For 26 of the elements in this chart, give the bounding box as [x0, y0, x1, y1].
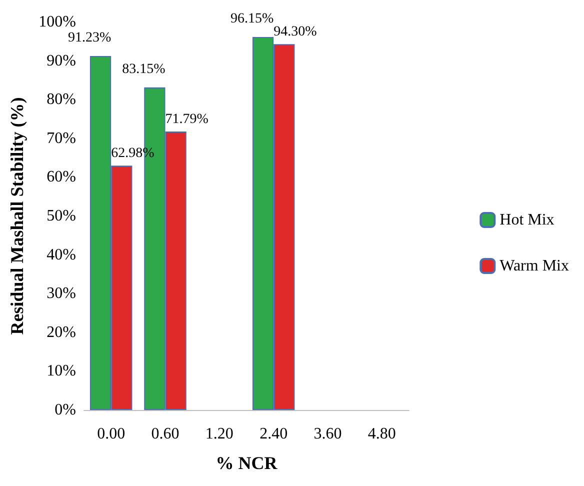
y-tick-label: 40%: [46, 246, 76, 264]
y-tick-label: 100%: [38, 14, 76, 30]
y-tick-label: 70%: [46, 130, 76, 147]
data-label: 71.79%: [165, 112, 209, 127]
legend-label: Warm Mix: [500, 258, 570, 274]
x-tick-label: 4.80: [368, 426, 396, 442]
x-tick-label: 3.60: [314, 426, 342, 442]
legend-label: Hot Mix: [500, 212, 554, 228]
x-tick-label: 0.00: [97, 426, 126, 442]
y-tick-label: 30%: [46, 285, 76, 302]
x-tick-label: 0.60: [151, 426, 180, 442]
data-label: 94.30%: [274, 24, 318, 40]
x-tick-label: 1.20: [205, 426, 234, 442]
x-axis-title: % NCR: [216, 453, 278, 473]
x-tick-label: 2.40: [260, 426, 288, 442]
y-tick-label: 10%: [46, 362, 76, 380]
y-tick-label: 80%: [46, 91, 76, 108]
y-tick-label: 0%: [54, 402, 76, 418]
data-label: 83.15%: [122, 62, 166, 77]
y-tick-label: 90%: [46, 52, 76, 70]
data-label: 96.15%: [230, 11, 274, 26]
data-label: 91.23%: [68, 30, 112, 46]
y-tick-label: 60%: [46, 168, 76, 186]
y-tick-label: 50%: [46, 208, 76, 224]
y-tick-label: 20%: [46, 324, 76, 341]
y-axis-title: Residual Mashall Stability (%): [7, 97, 27, 335]
